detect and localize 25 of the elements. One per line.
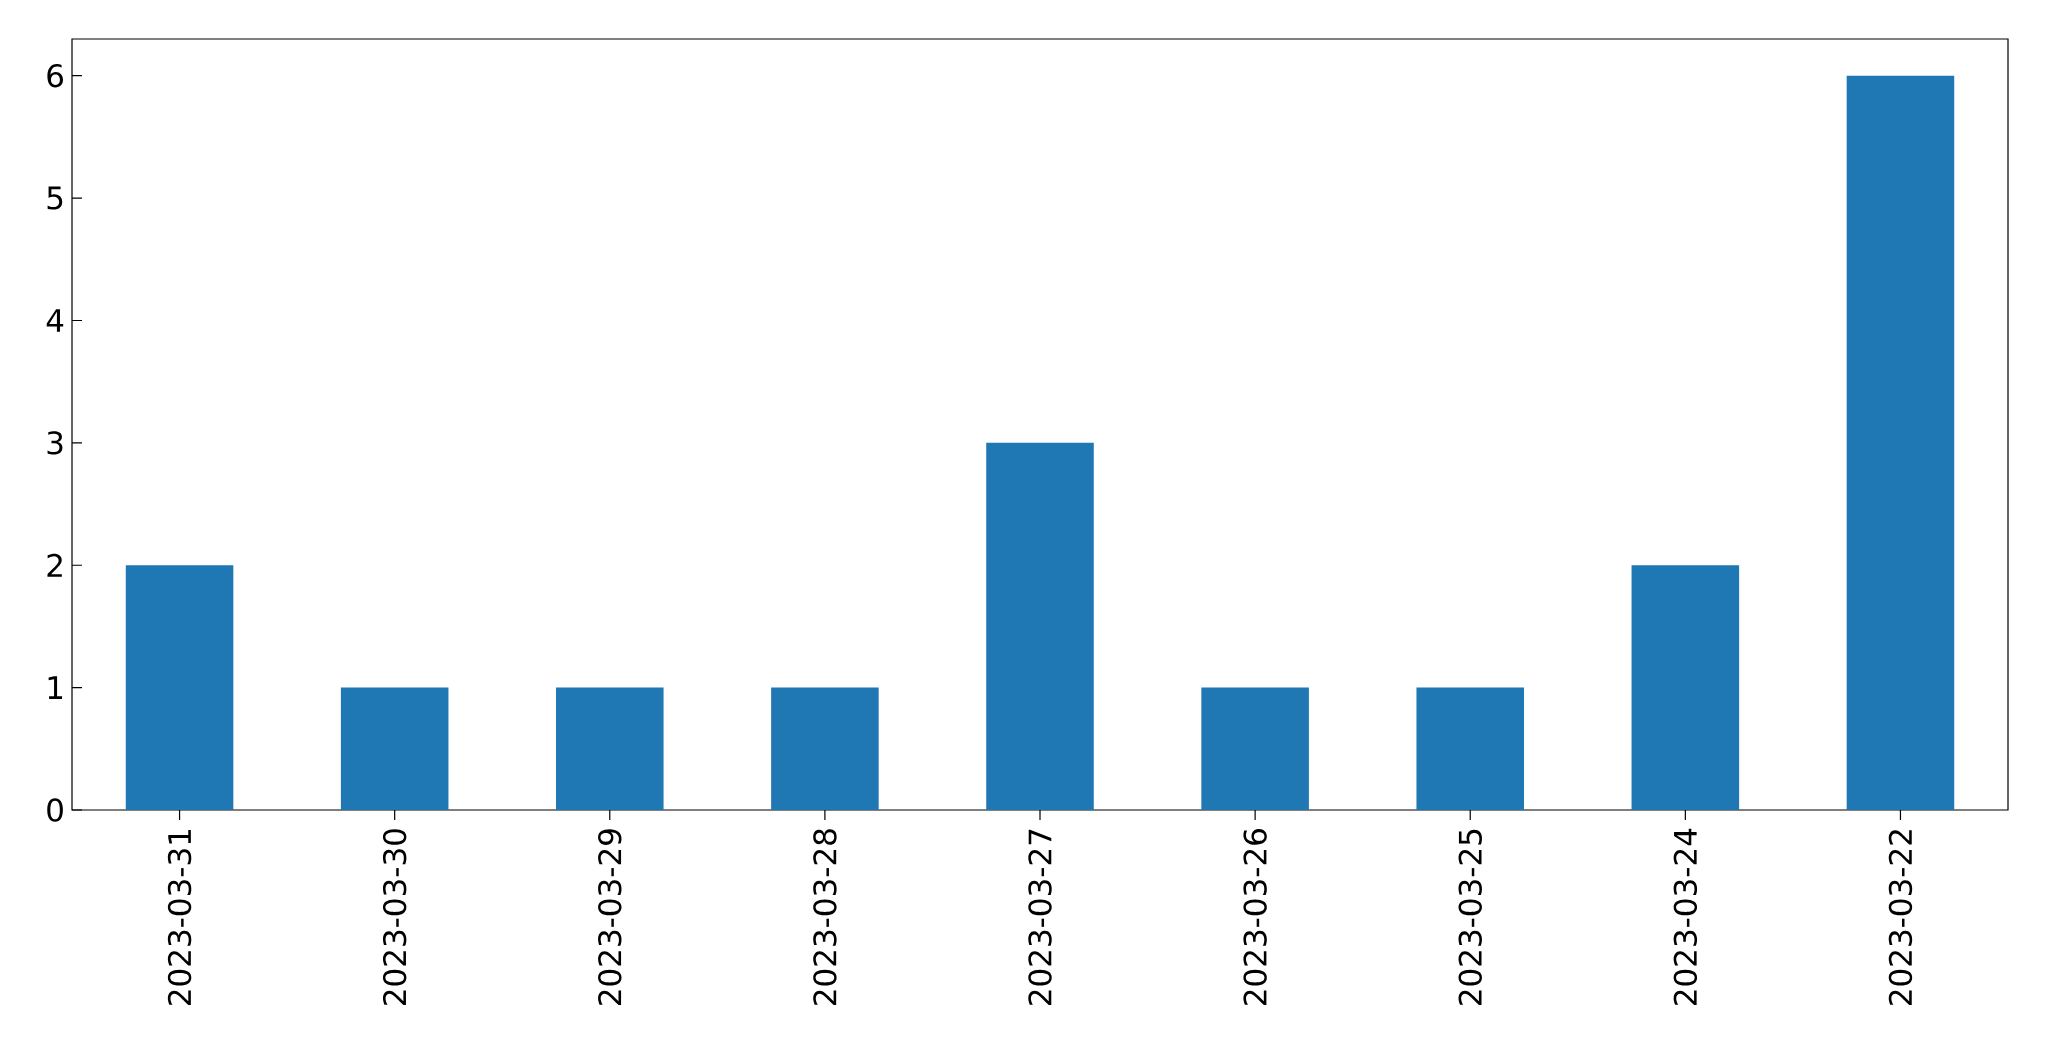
y-tick-label: 4 — [46, 309, 64, 332]
bar — [771, 687, 879, 810]
x-tick-label: 2023-03-26 — [1243, 829, 1267, 1005]
y-tick-label: 1 — [48, 676, 63, 699]
x-tick-label: 2023-03-27 — [1028, 829, 1052, 1005]
y-tick-label: 6 — [47, 64, 63, 88]
x-tick-label: 2023-03-29 — [598, 829, 622, 1005]
bar — [125, 565, 234, 810]
x-tick-label: 2023-03-28 — [813, 829, 837, 1005]
bar — [1631, 565, 1740, 810]
x-tick-label: 2023-03-22 — [1888, 830, 1913, 1005]
x-tick-label: 2023-03-30 — [382, 829, 407, 1005]
bar — [1846, 75, 1955, 810]
bar — [1201, 687, 1309, 810]
y-tick-label: 3 — [47, 431, 63, 455]
x-tick-label: 2023-03-31 — [167, 829, 192, 1005]
y-tick-label: 0 — [47, 798, 63, 822]
bar — [556, 687, 664, 810]
bar — [1416, 687, 1525, 810]
y-tick-label: 2 — [47, 553, 62, 577]
bar — [340, 687, 449, 810]
bar — [986, 442, 1094, 810]
y-tick-label: 5 — [47, 186, 63, 210]
x-tick-label: 2023-03-24 — [1673, 828, 1698, 1005]
x-tick-label: 2023-03-25 — [1458, 829, 1482, 1005]
